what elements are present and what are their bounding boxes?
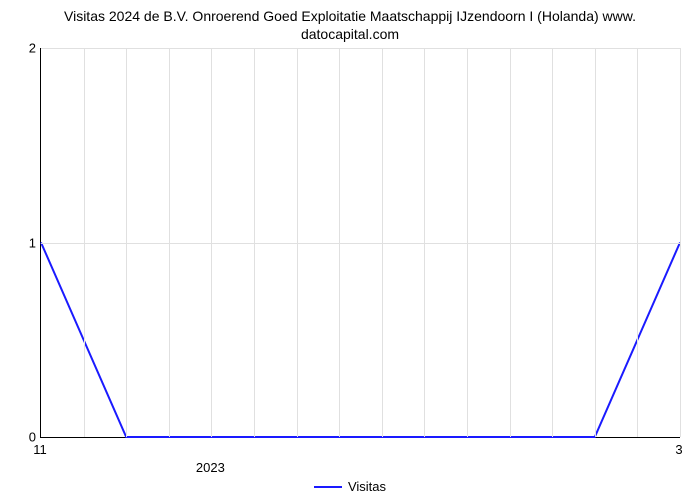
x-tick-label: 3 — [675, 442, 682, 457]
gridline-v — [467, 48, 468, 437]
gridline-v — [680, 48, 681, 437]
legend-swatch — [314, 486, 342, 488]
gridline-v — [339, 48, 340, 437]
gridline-v — [84, 48, 85, 437]
gridline-v — [552, 48, 553, 437]
y-tick-label: 0 — [8, 430, 36, 445]
y-tick-label: 1 — [8, 235, 36, 250]
gridline-v — [254, 48, 255, 437]
gridline-v — [211, 48, 212, 437]
title-line-2: datocapital.com — [301, 26, 399, 42]
chart-title: Visitas 2024 de B.V. Onroerend Goed Expl… — [0, 8, 700, 43]
gridline-v — [126, 48, 127, 437]
y-tick-label: 2 — [8, 41, 36, 56]
title-line-1: Visitas 2024 de B.V. Onroerend Goed Expl… — [64, 8, 636, 24]
gridline-h — [41, 243, 680, 244]
gridline-v — [169, 48, 170, 437]
gridline-v — [382, 48, 383, 437]
gridline-v — [510, 48, 511, 437]
gridline-h — [41, 48, 680, 49]
series-line — [41, 243, 680, 438]
gridline-v — [297, 48, 298, 437]
gridline-v — [595, 48, 596, 437]
legend-label: Visitas — [348, 479, 386, 494]
gridline-v — [637, 48, 638, 437]
plot-area — [40, 48, 680, 438]
legend: Visitas — [0, 478, 700, 494]
x-tick-label-secondary: 2023 — [196, 460, 225, 475]
gridline-v — [424, 48, 425, 437]
x-tick-label: 11 — [33, 442, 47, 457]
chart-container: Visitas 2024 de B.V. Onroerend Goed Expl… — [0, 0, 700, 500]
